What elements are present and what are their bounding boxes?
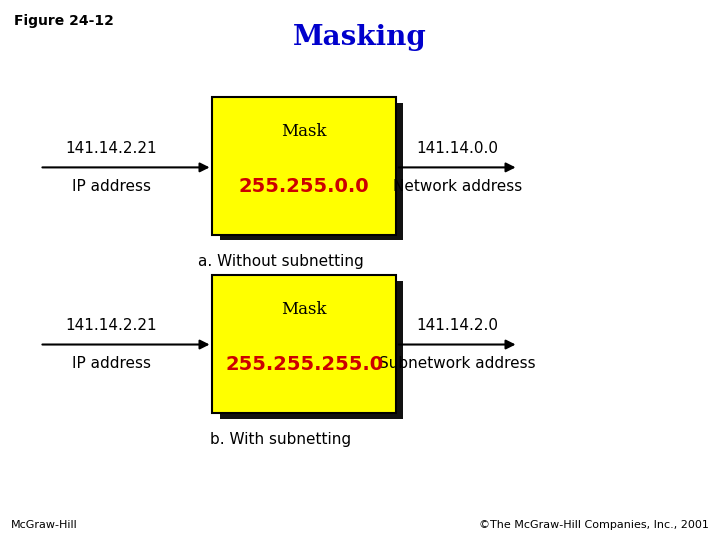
Text: Network address: Network address xyxy=(392,179,522,194)
Text: ©The McGraw-Hill Companies, Inc., 2001: ©The McGraw-Hill Companies, Inc., 2001 xyxy=(480,520,709,530)
Text: 141.14.2.0: 141.14.2.0 xyxy=(416,318,498,333)
Text: IP address: IP address xyxy=(72,356,151,372)
Text: Figure 24-12: Figure 24-12 xyxy=(14,14,114,28)
Text: 141.14.0.0: 141.14.0.0 xyxy=(416,140,498,156)
Bar xyxy=(220,281,403,418)
Text: Mask: Mask xyxy=(282,301,327,318)
Text: IP address: IP address xyxy=(72,179,151,194)
Text: Mask: Mask xyxy=(282,123,327,140)
Text: b. With subnetting: b. With subnetting xyxy=(210,432,351,447)
Text: Subnetwork address: Subnetwork address xyxy=(379,356,536,372)
Bar xyxy=(212,97,396,235)
Text: McGraw-Hill: McGraw-Hill xyxy=(11,520,78,530)
Bar xyxy=(212,275,396,413)
Text: 141.14.2.21: 141.14.2.21 xyxy=(66,318,158,333)
Bar xyxy=(220,103,403,240)
Text: 141.14.2.21: 141.14.2.21 xyxy=(66,140,158,156)
Text: 255.255.255.0: 255.255.255.0 xyxy=(225,355,383,374)
Text: Masking: Masking xyxy=(293,24,427,51)
Text: a. Without subnetting: a. Without subnetting xyxy=(198,254,364,269)
Text: 255.255.0.0: 255.255.0.0 xyxy=(239,177,369,196)
